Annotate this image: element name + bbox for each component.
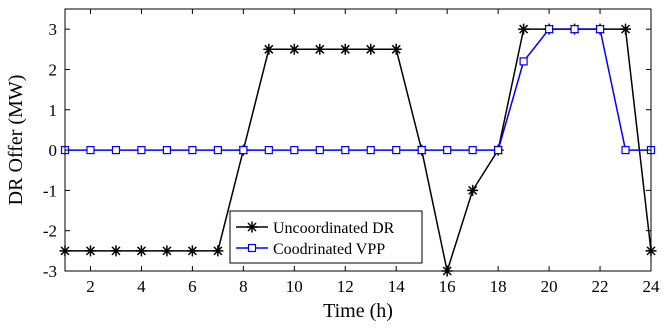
x-tick-label: 6: [188, 277, 197, 296]
y-tick-label: -1: [43, 181, 57, 200]
x-axis-label: Time (h): [323, 300, 393, 322]
data-point: [264, 145, 273, 155]
y-tick-label: 1: [49, 101, 58, 120]
legend-box: [229, 210, 423, 264]
y-tick-label: -2: [43, 222, 57, 241]
data-point: [288, 43, 300, 55]
legend-marker: [247, 243, 257, 253]
data-point: [339, 43, 351, 55]
data-point: [263, 43, 275, 55]
data-point: [595, 25, 605, 34]
data-point: [544, 25, 554, 34]
data-point: [468, 145, 477, 155]
data-point: [188, 145, 197, 155]
data-point: [84, 245, 96, 257]
data-point: [417, 145, 426, 155]
legend-label: Uncoordinated DR: [273, 220, 395, 237]
x-tick-label: 4: [137, 277, 146, 296]
legend-item: Uncoordinated DR: [236, 220, 395, 237]
x-tick-label: 2: [86, 277, 95, 296]
x-tick-label: 8: [239, 277, 248, 296]
data-point: [390, 43, 402, 55]
plot-frame: [64, 8, 652, 272]
x-tick-label: 12: [337, 277, 354, 296]
x-tick-label: 10: [286, 277, 303, 296]
series-layer: [59, 23, 657, 277]
data-point: [314, 43, 326, 55]
data-point: [162, 145, 172, 155]
legend: Uncoordinated DR Coodrinated VPP: [229, 210, 423, 264]
y-tick-label: -3: [43, 262, 57, 281]
y-tick-label: 3: [49, 20, 58, 39]
data-point: [315, 145, 324, 155]
data-point: [212, 245, 224, 257]
data-point: [161, 245, 173, 257]
data-point: [443, 145, 452, 155]
y-tick-label: 0: [49, 141, 58, 160]
data-point: [392, 145, 401, 155]
legend-label: Coodrinated VPP: [273, 241, 385, 258]
data-point: [518, 23, 530, 35]
y-axis-ticks: -3 -2 -1 0 1 2 3: [43, 20, 651, 281]
data-point: [494, 145, 503, 155]
x-tick-label: 16: [439, 277, 456, 296]
y-axis-label: DR Offer (MW): [5, 75, 27, 206]
data-point: [239, 145, 248, 155]
x-axis-ticks: 2 4 6 8 10 12 14 16 18 20 22 24: [86, 9, 660, 296]
data-point: [366, 145, 375, 155]
data-point: [290, 145, 299, 155]
data-point: [467, 184, 479, 196]
legend-marker: [246, 221, 258, 233]
x-tick-label: 18: [490, 277, 507, 296]
legend-item: Coodrinated VPP: [236, 241, 385, 258]
data-point: [110, 245, 122, 257]
y-tick-label: 2: [49, 60, 58, 79]
data-point: [341, 145, 350, 155]
data-point: [213, 145, 222, 155]
x-tick-label: 14: [388, 277, 406, 296]
data-point: [365, 43, 377, 55]
data-point: [519, 57, 528, 66]
x-tick-label: 22: [592, 277, 609, 296]
data-point: [621, 145, 630, 155]
data-point: [186, 245, 198, 257]
data-point: [111, 145, 121, 155]
x-tick-label: 24: [643, 277, 661, 296]
data-point: [86, 145, 95, 155]
data-point: [570, 25, 579, 34]
data-point: [620, 23, 632, 35]
data-point: [135, 245, 147, 257]
series-line: [65, 28, 651, 151]
data-point: [137, 145, 146, 155]
x-tick-label: 20: [541, 277, 558, 296]
